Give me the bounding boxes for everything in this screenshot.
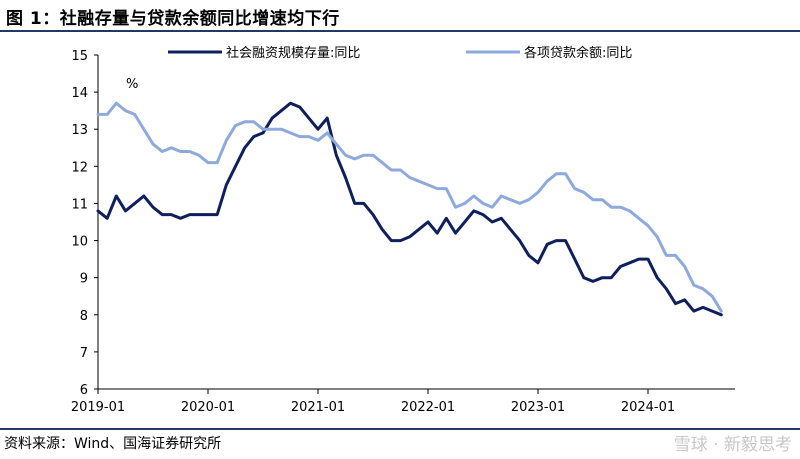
source-rule [0, 428, 800, 430]
watermark: 雪球 · 新毅思考 [673, 435, 792, 455]
y-tick-label: 11 [71, 197, 88, 212]
x-tick-label: 2019-01 [71, 400, 125, 415]
y-tick-label: 14 [71, 86, 88, 101]
x-tick-label: 2023-01 [511, 400, 565, 415]
y-tick-label: 10 [71, 235, 88, 250]
figure-title: 图 1：社融存量与贷款余额同比增速均下行 [6, 9, 340, 29]
line-chart: 6 7 8 9 10 11 12 13 14 15 2019-01 2020-01 2021-01 202… [71, 45, 735, 415]
x-tick-label: 2022-01 [401, 400, 455, 415]
unit-label: % [126, 77, 138, 92]
y-tick-label: 12 [71, 160, 88, 175]
y-tick-label: 15 [71, 49, 88, 64]
y-tick-label: 9 [80, 272, 88, 287]
source-note: 资料来源：Wind、国海证券研究所 [4, 436, 222, 452]
x-tick-label: 2024-01 [621, 400, 675, 415]
axes: 6 7 8 9 10 11 12 13 14 15 2019-01 2020-01 2021-01 202… [71, 49, 735, 415]
legend: 社会融资规模存量:同比 各项贷款余额:同比 [168, 45, 632, 61]
legend-label-social-financing: 社会融资规模存量:同比 [226, 45, 360, 61]
y-tick-label: 8 [80, 309, 88, 324]
title-rule [0, 30, 800, 32]
y-tick-label: 6 [80, 383, 88, 398]
series-line-1 [96, 101, 723, 313]
series-lines [96, 101, 723, 317]
y-tick-label: 7 [80, 346, 88, 361]
x-tick-label: 2021-01 [291, 400, 345, 415]
y-tick-label: 13 [71, 123, 88, 138]
series-line-0 [96, 101, 723, 317]
legend-label-loans: 各项贷款余额:同比 [524, 45, 632, 61]
x-tick-label: 2020-01 [181, 400, 235, 415]
